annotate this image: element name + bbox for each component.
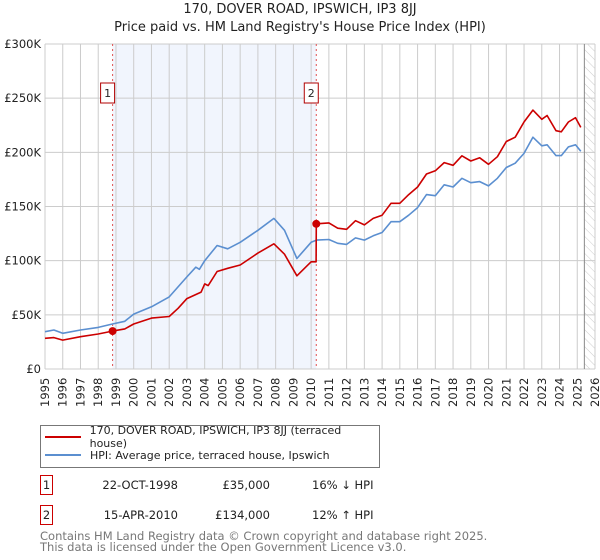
- y-tick-label: £300K: [4, 37, 41, 51]
- x-tick-label: 2008: [269, 378, 283, 407]
- x-tick-label: 2026: [588, 378, 600, 407]
- legend-item-hpi: HPI: Average price, terraced house, Ipsw…: [41, 447, 330, 463]
- x-tick-label: 1995: [38, 378, 52, 407]
- x-tick-label: 1998: [91, 378, 105, 407]
- x-tick-label: 2017: [428, 378, 442, 407]
- marker-badge: 2: [40, 505, 53, 525]
- annotation-label: 1: [104, 87, 111, 100]
- red-line-swatch: [45, 436, 81, 438]
- x-tick-label: 1999: [109, 378, 123, 407]
- x-tick-label: 2020: [482, 378, 496, 407]
- chart-subtitle: Price paid vs. HM Land Registry's House …: [114, 20, 486, 35]
- x-tick-label: 2010: [304, 378, 318, 407]
- y-tick-label: £50K: [12, 308, 42, 322]
- x-tick-label: 1996: [56, 378, 70, 407]
- x-tick-label: 2018: [446, 378, 460, 407]
- legend: 170, DOVER ROAD, IPSWICH, IP3 8JJ (terra…: [40, 424, 380, 468]
- x-tick-label: 2011: [322, 378, 336, 407]
- transaction-hpi-diff: 16% ↓ HPI: [312, 478, 374, 492]
- x-tick-label: 2021: [499, 378, 513, 407]
- marker-badge: 1: [40, 475, 53, 495]
- x-tick-label: 2014: [375, 378, 389, 407]
- x-tick-label: 2001: [144, 378, 158, 407]
- transaction-price: £134,000: [215, 508, 270, 522]
- x-tick-label: 2024: [553, 378, 567, 407]
- footer-line-2: This data is licensed under the Open Gov…: [40, 540, 407, 554]
- transaction-price: £35,000: [222, 478, 270, 492]
- x-tick-label: 2003: [180, 378, 194, 407]
- x-tick-label: 2019: [464, 378, 478, 407]
- x-tick-label: 2015: [393, 378, 407, 407]
- x-tick-label: 2002: [162, 378, 176, 407]
- hpi-series-line: [44, 136, 582, 335]
- x-tick-label: 2005: [215, 378, 229, 407]
- x-tick-label: 2023: [535, 378, 549, 407]
- x-tick-label: 2025: [570, 378, 584, 407]
- sale-point: [108, 327, 117, 336]
- footer-line-1: Contains HM Land Registry data © Crown c…: [40, 529, 488, 543]
- x-tick-label: 2012: [340, 378, 354, 407]
- legend-item-property: 170, DOVER ROAD, IPSWICH, IP3 8JJ (terra…: [41, 424, 379, 450]
- transaction-date: 22-OCT-1998: [102, 478, 178, 492]
- sale-point: [312, 219, 321, 228]
- transaction-date: 15-APR-2010: [103, 508, 178, 522]
- annotation-label: 2: [308, 87, 315, 100]
- x-tick-label: 2004: [198, 378, 212, 407]
- y-tick-label: £150K: [4, 200, 41, 214]
- y-tick-label: £0: [26, 362, 41, 376]
- chart-plot: 1995 1996 1997 1998 1999 2000 2001 2002 2003 2004…: [4, 37, 600, 407]
- transaction-hpi-diff: 12% ↑ HPI: [312, 508, 374, 522]
- x-tick-label: 2013: [357, 378, 371, 407]
- y-tick-label: £200K: [4, 145, 41, 159]
- y-tick-label: £250K: [4, 91, 41, 105]
- x-tick-label: 1997: [73, 378, 87, 407]
- property-series-line: [44, 109, 582, 341]
- x-tick-label: 2016: [411, 378, 425, 407]
- x-tick-label: 2000: [127, 378, 141, 407]
- blue-line-swatch: [45, 454, 81, 456]
- chart-title: 170, DOVER ROAD, IPSWICH, IP3 8JJ: [183, 2, 417, 17]
- annotation-badge: [100, 82, 116, 104]
- legend-label-property: 170, DOVER ROAD, IPSWICH, IP3 8JJ (terra…: [89, 424, 342, 450]
- x-tick-label: 2006: [233, 378, 247, 407]
- x-tick-label: 2007: [251, 378, 265, 407]
- x-tick-label: 2022: [517, 378, 531, 407]
- y-tick-label: £100K: [4, 254, 41, 268]
- legend-label-hpi: HPI: Average price, terraced house, Ipsw…: [90, 448, 330, 462]
- footer: Contains HM Land Registry data © Crown c…: [40, 529, 488, 554]
- annotation-badge: [303, 82, 319, 104]
- x-tick-label: 2009: [286, 378, 300, 407]
